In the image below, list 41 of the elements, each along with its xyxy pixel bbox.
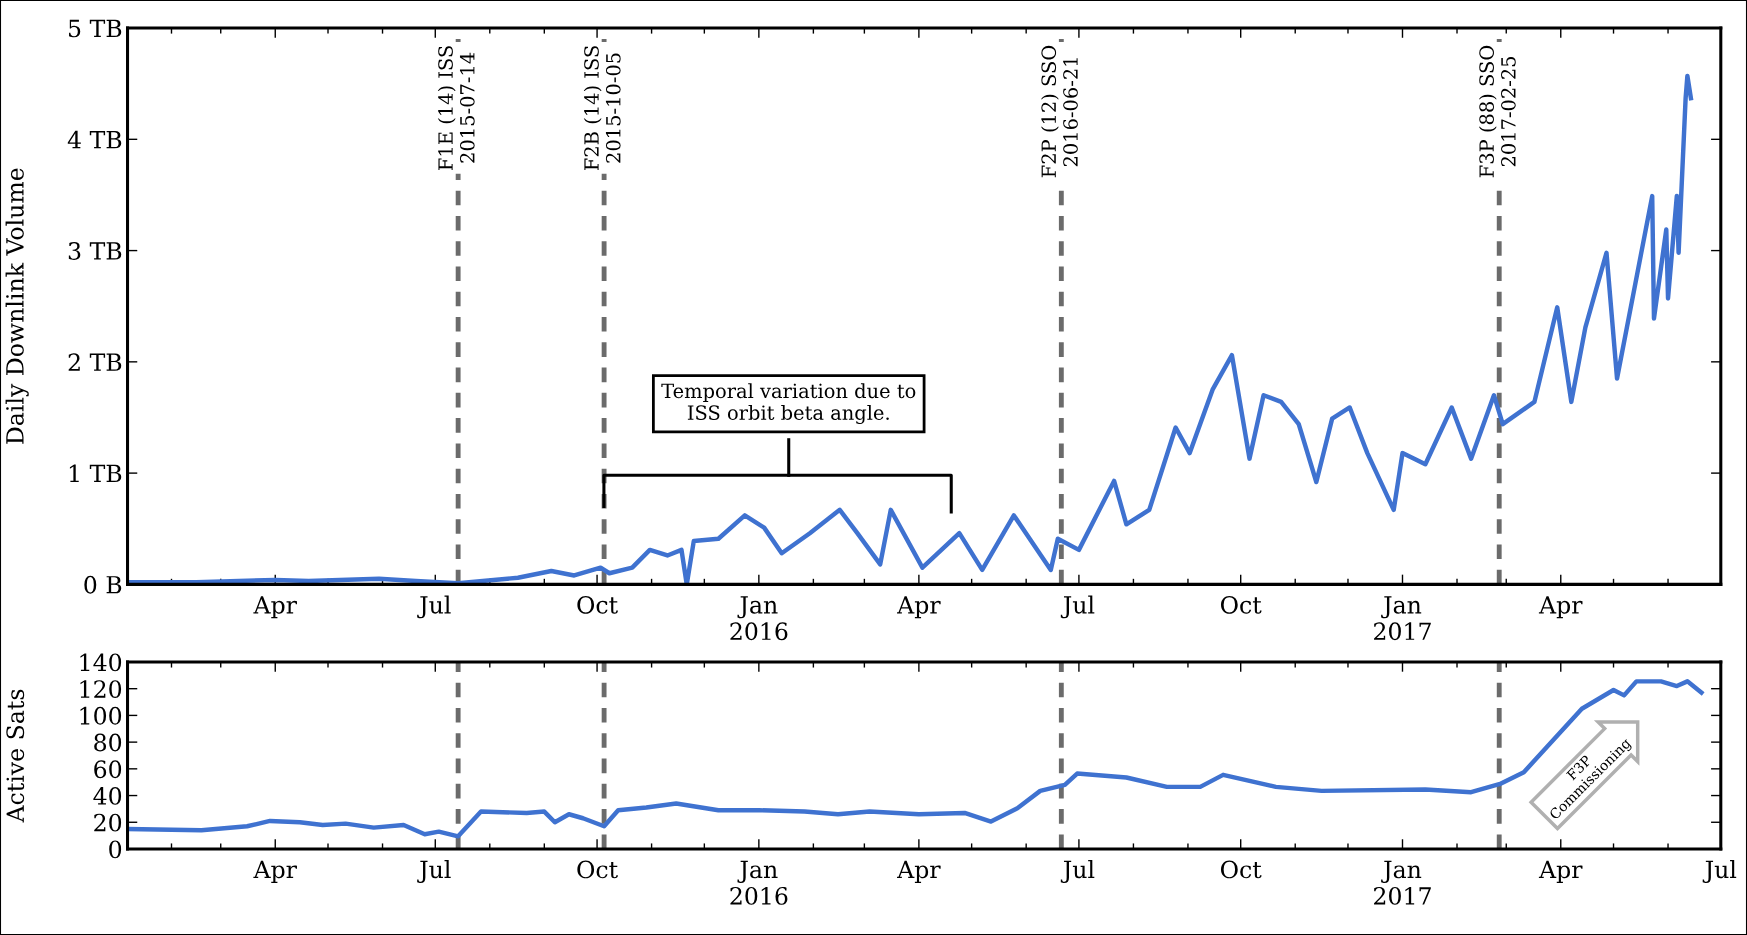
- annotation: Temporal variation due to ISS orbit beta angle.: [661, 383, 916, 424]
- y-tick-label: 2 TB: [68, 353, 122, 371]
- y-tick-label: 1 TB: [69, 464, 122, 483]
- x-tick-label: Jan 2016: [730, 860, 788, 905]
- y-axis-title: Daily Downlink Volume: [5, 168, 29, 444]
- x-tick-label: Oct: [1221, 860, 1262, 879]
- x-tick-label: Jul: [417, 595, 451, 619]
- x-tick-label: Apr: [253, 860, 297, 883]
- ref-line-label: F2B (14) ISS 2015-10-05: [583, 46, 621, 171]
- x-tick-label: Jul: [1060, 595, 1095, 619]
- y-tick-label: 80: [94, 733, 122, 752]
- ref-line-label: F3P (88) SSO 2017-02-25: [1478, 45, 1516, 178]
- y-tick-label: 20: [94, 813, 122, 832]
- y-axis-title: Active Sats: [6, 689, 25, 823]
- line-series: [127, 679, 1704, 839]
- y-tick-label: 3 TB: [68, 242, 122, 260]
- x-tick-label: Jan 2017: [1374, 860, 1431, 905]
- y-tick-label: 40: [93, 787, 122, 805]
- x-tick-label: Apr: [253, 596, 297, 619]
- x-tick-label: Apr: [897, 860, 941, 883]
- x-tick-label: Apr: [1538, 860, 1583, 883]
- y-tick-label: 4 TB: [67, 130, 122, 149]
- y-tick-label: 120: [80, 680, 122, 698]
- x-tick-label: Oct: [1221, 595, 1262, 614]
- y-tick-label: 5 TB: [69, 19, 122, 38]
- y-tick-label: 60: [94, 760, 122, 779]
- x-tick-label: Jan 2017: [1374, 596, 1431, 641]
- x-tick-label: Jul: [417, 860, 451, 883]
- x-tick-label: Oct: [577, 860, 618, 879]
- y-tick-label: 0 B: [84, 575, 122, 594]
- x-tick-label: Apr: [1538, 596, 1583, 619]
- y-tick-label: 0: [109, 840, 122, 859]
- x-tick-label: Jul: [1060, 860, 1095, 883]
- x-tick-label: Jul: [1702, 860, 1737, 883]
- x-tick-label: Oct: [577, 595, 618, 614]
- x-tick-label: Jan 2016: [730, 596, 788, 641]
- ref-line-label: F1E (14) ISS 2015-07-14: [437, 46, 475, 170]
- x-tick-label: Apr: [897, 596, 941, 619]
- y-tick-label: 140: [80, 653, 122, 672]
- ref-line-label: F2P (12) SSO 2016-06-21: [1041, 45, 1078, 178]
- y-tick-label: 100: [80, 706, 122, 725]
